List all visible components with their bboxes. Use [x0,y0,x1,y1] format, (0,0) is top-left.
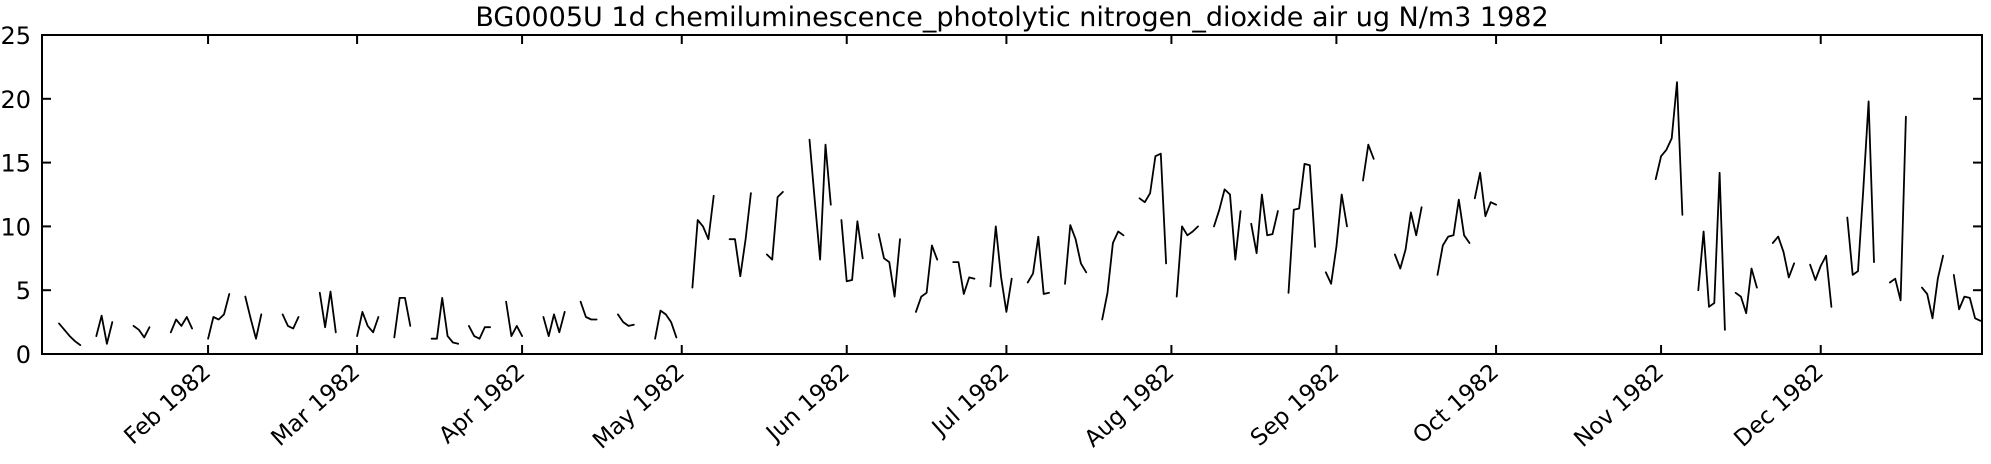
y-tick-label: 25 [0,22,31,50]
series-segment [1101,230,1125,321]
x-tick-label: Dec 1982 [1729,359,1828,452]
series-segment [1362,143,1375,182]
series-segment [1771,235,1795,279]
series-segment [1889,115,1907,302]
series-segment [1809,254,1833,308]
x-tick-label: Apr 1982 [434,359,530,449]
series-segment [1064,224,1088,285]
x-tick-label: Nov 1982 [1569,359,1669,452]
series-segment [318,290,337,334]
series-segment [207,293,231,340]
series-segment [766,190,784,261]
series-segment [1921,254,1944,320]
series-segment [617,313,635,327]
series-segment [1697,171,1726,331]
chart-series [58,81,1982,347]
y-tick-label: 15 [0,150,31,178]
series-segment [915,244,939,313]
series-segment [356,310,380,338]
series-segment [691,194,715,289]
series-segment [1952,273,1982,322]
series-segment [467,324,492,340]
series-segment [1734,267,1758,315]
chart-axes: 0 5 10 15 20 25 Feb 1982 Mar 1982 Apr 1982 May 19… [0,22,1983,454]
series-segment [989,225,1013,313]
series-segment [1213,188,1242,261]
series-segment [58,322,82,347]
x-tick-label: Oct 1982 [1408,359,1504,449]
x-tick-label: May 1982 [588,359,690,454]
series-segment [579,300,598,321]
series-segment [393,296,412,339]
series-segment [654,309,678,340]
series-segment [808,138,832,261]
series-segment [132,324,151,339]
series-segment [1436,198,1471,276]
x-tick-label: Jul 1982 [926,359,1014,442]
series-segment [728,192,752,278]
series-segment [1250,193,1279,255]
plot-border [41,34,1983,355]
series-segment [169,316,194,334]
x-tick-label: Aug 1982 [1080,359,1180,452]
x-tick-label: Mar 1982 [267,359,366,451]
series-segment [1846,100,1875,276]
series-segment [1138,152,1167,265]
series-segment [1026,235,1050,295]
series-segment [1473,171,1497,218]
x-tick-label: Feb 1982 [119,359,216,450]
series-segment [1394,206,1423,270]
y-tick-label: 20 [0,86,31,114]
series-segment [840,219,864,283]
series-segment [1175,225,1199,298]
x-tick-label: Sep 1982 [1246,359,1345,451]
y-tick-label: 5 [16,277,31,305]
chart-title: BG0005U 1d chemiluminescence_photolytic … [475,2,1548,33]
y-tick-label: 0 [16,341,31,369]
series-segment [952,261,976,295]
x-tick-label: Jun 1982 [760,359,855,448]
y-tick-label: 10 [0,213,31,241]
series-segment [244,295,263,340]
series-segment [1654,81,1684,216]
series-segment [1324,193,1348,285]
series-segment [430,296,460,345]
series-segment [542,310,566,338]
series-segment [505,300,523,338]
series-segment [877,233,901,298]
series-segment [95,314,114,345]
series-segment [281,313,300,330]
series-segment [1287,162,1316,294]
